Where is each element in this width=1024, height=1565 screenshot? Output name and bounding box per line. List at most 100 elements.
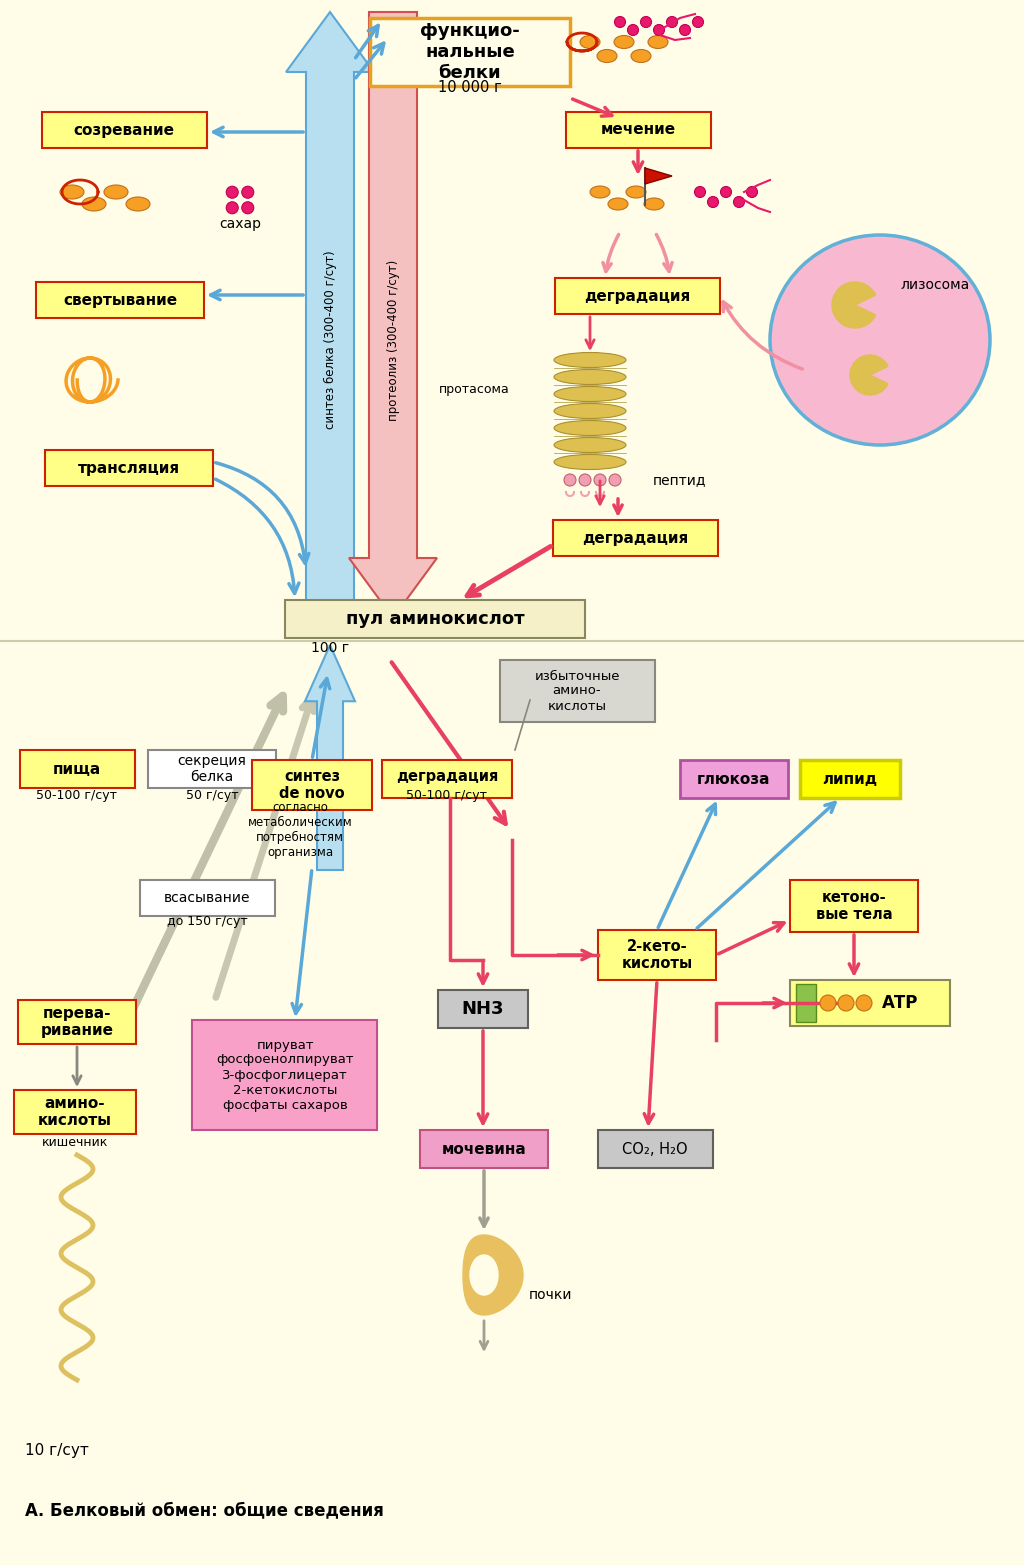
Text: пул аминокислот: пул аминокислот	[346, 610, 524, 628]
FancyBboxPatch shape	[680, 761, 788, 798]
FancyBboxPatch shape	[553, 520, 718, 556]
FancyBboxPatch shape	[598, 930, 716, 980]
FancyBboxPatch shape	[42, 113, 207, 149]
Text: всасывание: всасывание	[164, 890, 250, 905]
Text: протасома: протасома	[439, 383, 510, 396]
Text: кетоно-
вые тела: кетоно- вые тела	[816, 890, 892, 922]
Polygon shape	[463, 1235, 523, 1315]
Circle shape	[856, 995, 872, 1011]
Text: 50-100 г/сут: 50-100 г/сут	[37, 789, 118, 801]
Text: глюкоза: глюкоза	[697, 772, 771, 787]
Circle shape	[609, 474, 621, 487]
FancyBboxPatch shape	[598, 1130, 713, 1167]
FancyBboxPatch shape	[370, 19, 570, 86]
Circle shape	[564, 474, 575, 487]
Text: синтез белка (300-400 г/сут): синтез белка (300-400 г/сут)	[324, 250, 337, 429]
Text: согласно
метаболическим
потребностям
организма: согласно метаболическим потребностям орг…	[248, 801, 352, 859]
Ellipse shape	[126, 197, 150, 211]
Text: пируват
фосфоенолпируват
3-фосфоглицерат
2-кетокислоты
фосфаты сахаров: пируват фосфоенолпируват 3-фосфоглицерат…	[216, 1039, 353, 1111]
FancyBboxPatch shape	[252, 761, 372, 811]
Circle shape	[226, 186, 239, 199]
Text: перева-
ривание: перева- ривание	[41, 1006, 114, 1038]
Text: протеолиз (300-400 г/сут): протеолиз (300-400 г/сут)	[386, 260, 399, 421]
Text: пища: пища	[53, 762, 101, 776]
FancyBboxPatch shape	[193, 1020, 377, 1130]
Ellipse shape	[590, 186, 610, 199]
Ellipse shape	[626, 186, 646, 199]
FancyBboxPatch shape	[45, 451, 213, 487]
Text: липид: липид	[822, 772, 878, 787]
Text: деградация: деградация	[582, 531, 688, 546]
Ellipse shape	[648, 36, 668, 49]
Circle shape	[242, 202, 254, 214]
Text: мочевина: мочевина	[441, 1141, 526, 1157]
Text: 50-100 г/сут: 50-100 г/сут	[407, 789, 487, 803]
Ellipse shape	[554, 421, 626, 435]
Circle shape	[579, 474, 591, 487]
Polygon shape	[349, 13, 437, 618]
Text: деградация: деградация	[584, 288, 690, 304]
Polygon shape	[850, 355, 888, 394]
Text: кишечник: кишечник	[42, 1136, 109, 1149]
Circle shape	[820, 995, 836, 1011]
FancyBboxPatch shape	[566, 113, 711, 149]
Bar	[796, 984, 816, 1022]
FancyBboxPatch shape	[140, 880, 275, 916]
Circle shape	[746, 186, 758, 197]
FancyBboxPatch shape	[0, 0, 1024, 624]
Circle shape	[733, 197, 744, 208]
Polygon shape	[305, 645, 355, 870]
Text: пептид: пептид	[653, 473, 707, 487]
FancyBboxPatch shape	[382, 761, 512, 798]
Circle shape	[694, 186, 706, 197]
Text: свертывание: свертывание	[62, 293, 177, 307]
FancyBboxPatch shape	[18, 1000, 136, 1044]
Text: 10 000 г: 10 000 г	[438, 80, 502, 95]
Circle shape	[667, 17, 678, 28]
Text: CO₂, H₂O: CO₂, H₂O	[623, 1141, 688, 1157]
FancyBboxPatch shape	[800, 761, 900, 798]
Circle shape	[721, 186, 731, 197]
Ellipse shape	[554, 387, 626, 402]
Circle shape	[614, 17, 626, 28]
Text: сахар: сахар	[219, 218, 261, 232]
Circle shape	[640, 17, 651, 28]
FancyBboxPatch shape	[790, 880, 918, 933]
Polygon shape	[286, 13, 374, 618]
Text: созревание: созревание	[74, 122, 174, 138]
Ellipse shape	[644, 199, 664, 210]
Circle shape	[653, 25, 665, 36]
Text: до 150 г/сут: до 150 г/сут	[167, 916, 248, 928]
Text: почки: почки	[528, 1288, 571, 1302]
Polygon shape	[833, 282, 876, 329]
Circle shape	[628, 25, 639, 36]
FancyBboxPatch shape	[14, 1089, 136, 1135]
FancyBboxPatch shape	[555, 279, 720, 315]
Text: избыточные
амино-
кислоты: избыточные амино- кислоты	[535, 670, 620, 712]
Text: NH3: NH3	[462, 1000, 504, 1017]
Ellipse shape	[631, 50, 651, 63]
Circle shape	[226, 202, 239, 214]
Ellipse shape	[770, 235, 990, 444]
Text: секреция
белка: секреция белка	[177, 754, 247, 784]
Polygon shape	[645, 167, 672, 185]
Text: трансляция: трансляция	[78, 460, 180, 476]
Ellipse shape	[554, 404, 626, 418]
Text: 10 г/сут: 10 г/сут	[25, 1443, 89, 1457]
FancyBboxPatch shape	[500, 660, 655, 721]
FancyBboxPatch shape	[148, 750, 276, 789]
Circle shape	[838, 995, 854, 1011]
Text: мечение: мечение	[600, 122, 676, 138]
Circle shape	[680, 25, 690, 36]
Text: амино-
кислоты: амино- кислоты	[38, 1096, 112, 1128]
Text: 2-кето-
кислоты: 2-кето- кислоты	[622, 939, 692, 972]
Ellipse shape	[597, 50, 617, 63]
FancyBboxPatch shape	[790, 980, 950, 1027]
Circle shape	[692, 17, 703, 28]
FancyBboxPatch shape	[420, 1130, 548, 1167]
Ellipse shape	[554, 352, 626, 368]
Ellipse shape	[614, 36, 634, 49]
Text: АТР: АТР	[882, 994, 919, 1013]
Text: А. Белковый обмен: общие сведения: А. Белковый обмен: общие сведения	[25, 1501, 384, 1520]
Text: синтез
de novo: синтез de novo	[280, 768, 345, 801]
